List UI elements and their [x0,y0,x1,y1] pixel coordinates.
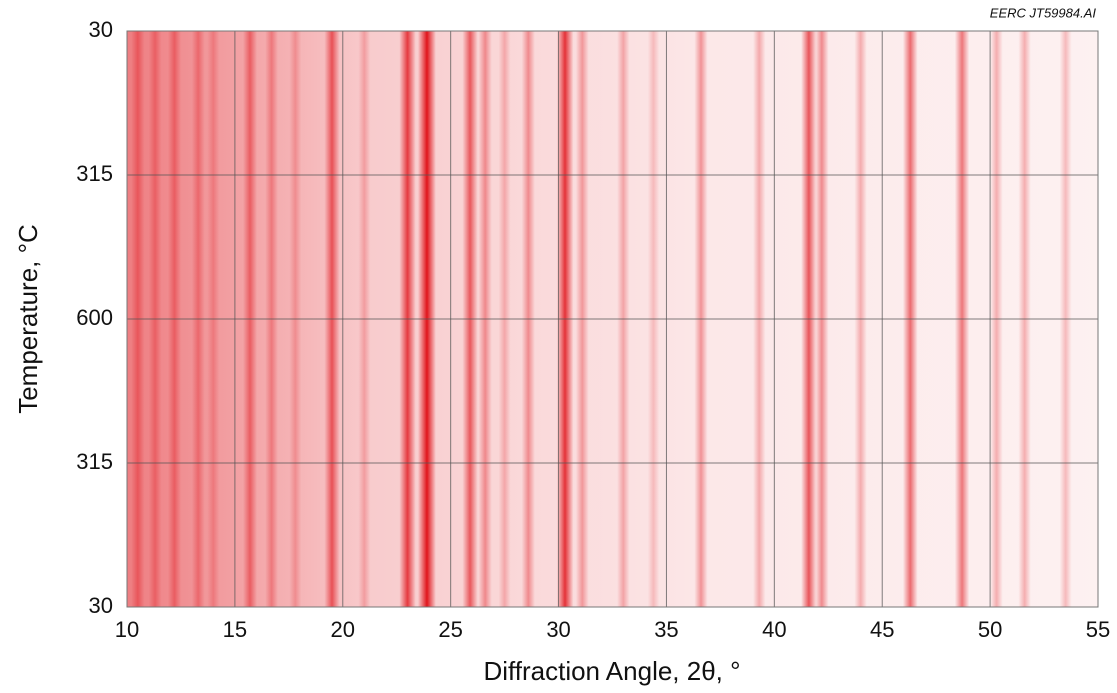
y-tick-label: 600 [76,305,113,330]
x-tick-label: 15 [223,617,247,642]
x-tick-label: 35 [654,617,678,642]
x-tick-label: 40 [762,617,786,642]
x-tick-label: 10 [115,617,139,642]
x-tick-label: 25 [438,617,462,642]
plot-frame [126,30,1099,608]
x-tick-label: 20 [331,617,355,642]
x-tick-label: 30 [546,617,570,642]
x-tick-label: 50 [978,617,1002,642]
x-tick-label: 45 [870,617,894,642]
y-axis-title: Temperature, °C [13,224,43,414]
y-tick-label: 315 [76,161,113,186]
y-tick-label: 315 [76,449,113,474]
y-tick-label: 30 [89,17,113,42]
x-axis-title: Diffraction Angle, 2θ, ° [483,656,740,686]
x-tick-label: 55 [1086,617,1110,642]
figure-id: EERC JT59984.AI [990,5,1097,20]
y-tick-label: 30 [89,593,113,618]
